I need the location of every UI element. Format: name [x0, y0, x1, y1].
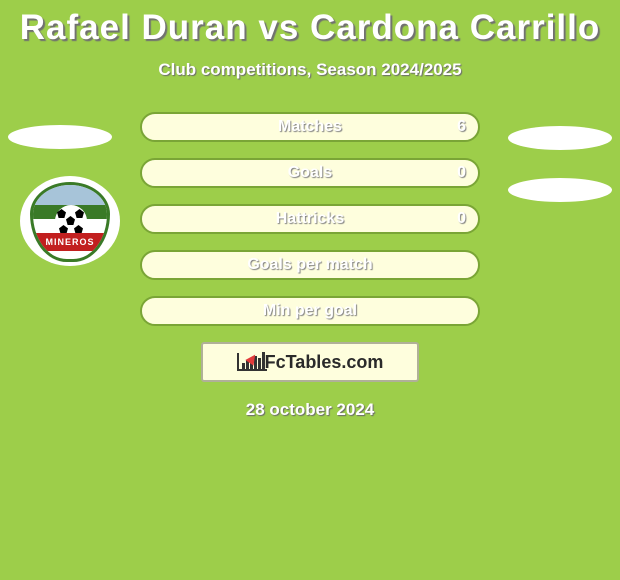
club-badge-text: MINEROS	[33, 233, 107, 251]
date-label: 28 october 2024	[0, 400, 620, 420]
club-badge: MINEROS	[20, 176, 120, 266]
stat-label: Goals	[142, 160, 478, 186]
stat-right: 0	[457, 206, 466, 232]
stat-row: Goals 0	[140, 158, 480, 188]
stat-label: Matches	[142, 114, 478, 140]
site-logo: FcTables.com	[201, 342, 419, 382]
stat-right: 0	[457, 160, 466, 186]
page-subtitle: Club competitions, Season 2024/2025	[0, 60, 620, 80]
stat-label: Hattricks	[142, 206, 478, 232]
page-title: Rafael Duran vs Cardona Carrillo	[0, 0, 620, 48]
player-slot-left	[8, 125, 112, 149]
stat-row: Matches 6	[140, 112, 480, 142]
player-slot-right-2	[508, 178, 612, 202]
stat-label: Min per goal	[142, 298, 478, 324]
player-slot-right-1	[508, 126, 612, 150]
stat-row: Hattricks 0	[140, 204, 480, 234]
stat-row: Goals per match	[140, 250, 480, 280]
stat-row: Min per goal	[140, 296, 480, 326]
stats-table: Matches 6 Goals 0 Hattricks 0 Goals per …	[140, 112, 480, 326]
stat-label: Goals per match	[142, 252, 478, 278]
stat-right: 6	[457, 114, 466, 140]
site-logo-text: FcTables.com	[265, 352, 384, 373]
